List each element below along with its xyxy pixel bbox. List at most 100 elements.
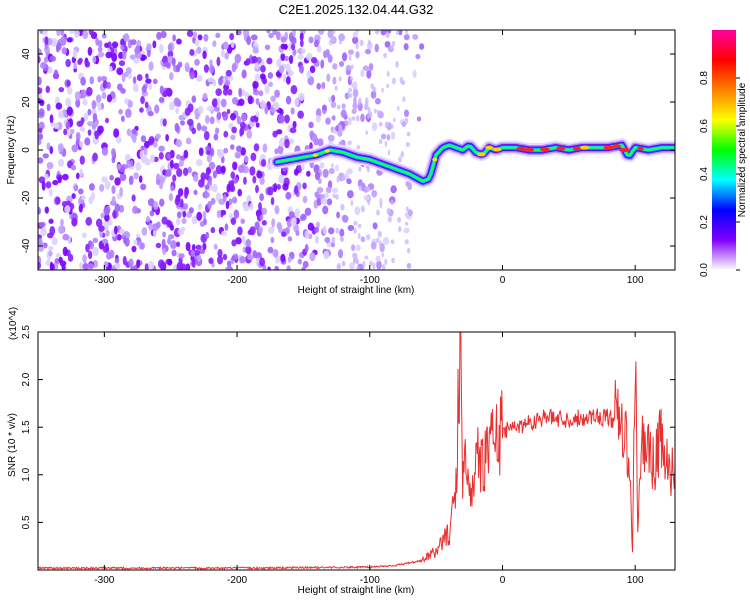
spectrogram-noise-blob	[228, 122, 234, 129]
spectrogram-noise-blob	[285, 95, 292, 105]
spectrogram-noise-blob	[350, 64, 354, 70]
spectrogram-noise-blob	[353, 220, 358, 226]
spectrogram-noise-blob	[376, 260, 382, 270]
spectrogram-noise-blob	[212, 40, 217, 47]
spectrogram-noise-blob	[171, 57, 176, 67]
spectrogram-noise-blob	[41, 181, 46, 191]
spectrogram-noise-blob	[231, 62, 237, 73]
spectrogram-noise-blob	[169, 224, 175, 231]
spectrogram-noise-blob	[259, 100, 267, 110]
spectrogram-noise-blob	[341, 103, 346, 110]
spectrogram-noise-blob	[331, 94, 336, 103]
spectrogram-noise-blob	[40, 227, 47, 237]
spectrogram-noise-blob	[253, 143, 260, 152]
spectrogram-noise-blob	[284, 114, 290, 124]
spectrogram-noise-blob	[123, 33, 130, 42]
spectrogram-noise-blob	[398, 156, 402, 163]
spectrogram-noise-blob	[111, 147, 116, 157]
spectrogram-noise-blob	[171, 249, 177, 257]
spectrogram-noise-blob	[228, 180, 235, 186]
spectrogram-noise-blob	[251, 55, 258, 64]
spectrogram-noise-blob	[87, 46, 93, 56]
spectrogram-noise-blob	[193, 31, 198, 39]
spectrogram-noise-blob	[366, 186, 371, 192]
spectrogram-noise-blob	[216, 56, 221, 67]
spectrogram-noise-blob	[380, 30, 387, 36]
spectrogram-noise-blob	[60, 36, 67, 46]
spectrogram-noise-blob	[121, 72, 126, 83]
spectrogram-noise-blob	[347, 140, 352, 146]
spectrogram-noise-blob	[213, 106, 220, 112]
spectrogram-noise-blob	[264, 84, 270, 94]
spectrogram-noise-blob	[49, 261, 54, 270]
snr-x-tick-label: 100	[627, 575, 644, 586]
spectrogram-noise-blob	[175, 241, 181, 248]
spectrogram-noise-blob	[359, 39, 364, 47]
spectrogram-noise-blob	[270, 95, 276, 103]
spectrogram-noise-blob	[87, 108, 92, 116]
spectrogram-noise-blob	[241, 69, 247, 79]
spectrogram-noise-blob	[152, 223, 159, 231]
spectrogram-noise-blob	[77, 188, 84, 195]
spectrogram-noise-blob	[167, 237, 171, 245]
spectrogram-noise-blob	[360, 113, 365, 123]
spectrogram-noise-blob	[391, 124, 394, 129]
spectrogram-noise-blob	[382, 237, 390, 245]
spectrogram-noise-blob	[160, 30, 167, 39]
spectrogram-noise-blob	[60, 218, 64, 227]
spectrogram-noise-blob	[193, 249, 201, 256]
spectrogram-noise-blob	[180, 120, 185, 126]
spectrogram-noise-blob	[279, 65, 285, 74]
spectrogram-noise-blob	[148, 82, 153, 91]
snr-y-scale-label: (x10^4)	[8, 307, 19, 340]
spectrogram-noise-blob	[231, 196, 238, 204]
spectrogram-noise-blob	[309, 130, 315, 138]
spectrogram-noise-blob	[80, 194, 86, 201]
spectrogram-noise-blob	[254, 62, 259, 70]
spectrogram-x-axis-label: Height of straight line (km)	[298, 285, 415, 296]
spectrogram-noise-blob	[339, 60, 345, 68]
spectrogram-noise-blob	[314, 171, 321, 181]
spectrogram-noise-blob	[106, 251, 112, 260]
spectrogram-noise-blob	[177, 228, 185, 236]
spectrogram-noise-blob	[45, 259, 51, 266]
spectrogram-noise-blob	[332, 76, 337, 85]
spectrogram-noise-blob	[271, 218, 276, 228]
spectrogram-noise-blob	[342, 261, 346, 267]
spectrogram-noise-blob	[191, 95, 197, 103]
spectrogram-noise-blob	[133, 239, 138, 245]
spectrogram-noise-blob	[75, 98, 81, 108]
spectrogram-noise-blob	[255, 122, 260, 128]
spectrogram-noise-blob	[86, 86, 93, 96]
spectrogram-noise-blob	[97, 125, 104, 134]
spectrogram-noise-blob	[57, 158, 65, 167]
spectrogram-noise-blob	[185, 137, 192, 145]
spectrogram-noise-blob	[128, 258, 134, 268]
spectrogram-noise-blob	[73, 184, 79, 192]
snr-y-tick-label: 1.0	[21, 467, 32, 481]
spectrogram-y-tick-label: 40	[21, 48, 32, 60]
spectrogram-noise-blob	[90, 192, 96, 201]
spectrogram-noise-blob	[157, 259, 165, 269]
spectrogram-noise-blob	[169, 159, 174, 169]
colorbar-label: Normalized spectral amplitude	[737, 82, 748, 217]
spectrogram-noise-blob	[97, 75, 102, 83]
spectrogram-noise-blob	[65, 121, 71, 130]
spectrogram-noise-blob	[49, 55, 57, 62]
spectrogram-noise-blob	[256, 170, 263, 179]
spectrogram-noise-blob	[49, 146, 54, 155]
colorbar-tick-label: 0.6	[699, 119, 710, 133]
spectrogram-noise-blob	[250, 34, 258, 41]
spectrogram-noise-blob	[79, 140, 84, 148]
spectrogram-noise-blob	[196, 46, 202, 54]
spectrogram-noise-blob	[215, 165, 223, 175]
spectrogram-noise-blob	[156, 31, 162, 40]
spectrogram-noise-blob	[390, 45, 394, 50]
spectrogram-noise-blob	[111, 156, 116, 164]
spectrogram-noise-blob	[84, 60, 91, 68]
spectrogram-noise-blob	[335, 227, 339, 234]
spectrogram-noise-blob	[273, 182, 278, 193]
spectrogram-noise-blob	[85, 243, 90, 253]
spectrogram-noise-blob	[282, 73, 287, 83]
spectrogram-noise-blob	[285, 76, 291, 85]
